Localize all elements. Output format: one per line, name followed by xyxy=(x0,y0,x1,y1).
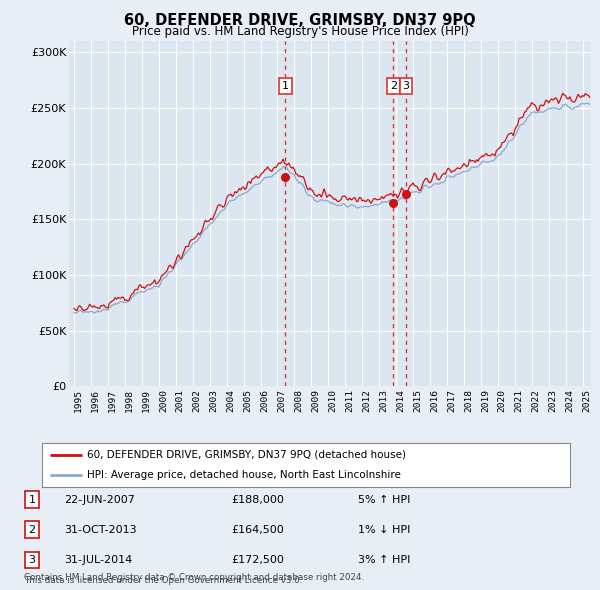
Text: 22-JUN-2007: 22-JUN-2007 xyxy=(64,494,135,504)
Text: 31-JUL-2014: 31-JUL-2014 xyxy=(64,555,132,565)
Text: 2011: 2011 xyxy=(345,389,354,412)
Text: 2000: 2000 xyxy=(159,389,168,412)
Text: 2019: 2019 xyxy=(481,389,490,412)
Text: 2025: 2025 xyxy=(583,389,592,412)
Text: 5% ↑ HPI: 5% ↑ HPI xyxy=(358,494,410,504)
Text: 2001: 2001 xyxy=(176,389,185,412)
Text: 2015: 2015 xyxy=(413,389,422,412)
Point xyxy=(388,199,398,208)
Text: 2005: 2005 xyxy=(244,389,253,412)
Text: 3% ↑ HPI: 3% ↑ HPI xyxy=(358,555,410,565)
Point xyxy=(401,189,411,199)
Text: Price paid vs. HM Land Registry's House Price Index (HPI): Price paid vs. HM Land Registry's House … xyxy=(131,25,469,38)
Text: 2007: 2007 xyxy=(277,389,286,412)
Text: 2002: 2002 xyxy=(193,389,202,412)
Text: £172,500: £172,500 xyxy=(231,555,284,565)
Text: 1% ↓ HPI: 1% ↓ HPI xyxy=(358,525,410,535)
Text: 2023: 2023 xyxy=(548,389,557,412)
Text: 1995: 1995 xyxy=(74,389,83,412)
Text: 3: 3 xyxy=(29,555,35,565)
Text: Contains HM Land Registry data © Crown copyright and database right 2024.: Contains HM Land Registry data © Crown c… xyxy=(23,573,364,582)
Text: £188,000: £188,000 xyxy=(231,494,284,504)
Text: HPI: Average price, detached house, North East Lincolnshire: HPI: Average price, detached house, Nort… xyxy=(87,470,401,480)
Text: 3: 3 xyxy=(403,81,409,91)
Text: 1997: 1997 xyxy=(108,389,117,412)
Point xyxy=(281,172,290,182)
Text: 2020: 2020 xyxy=(498,389,507,412)
Text: This data is licensed under the Open Government Licence v3.0.: This data is licensed under the Open Gov… xyxy=(23,576,302,585)
Text: 2004: 2004 xyxy=(227,389,236,412)
Text: 2024: 2024 xyxy=(566,389,575,412)
Text: 1: 1 xyxy=(29,494,35,504)
Text: 60, DEFENDER DRIVE, GRIMSBY, DN37 9PQ (detached house): 60, DEFENDER DRIVE, GRIMSBY, DN37 9PQ (d… xyxy=(87,450,406,460)
Text: 2010: 2010 xyxy=(328,389,337,412)
Text: £164,500: £164,500 xyxy=(231,525,284,535)
Text: 2013: 2013 xyxy=(379,389,388,412)
Text: 1999: 1999 xyxy=(142,389,151,412)
Text: 1996: 1996 xyxy=(91,389,100,412)
Text: 2: 2 xyxy=(29,525,36,535)
Text: 2021: 2021 xyxy=(515,389,524,412)
Text: 2012: 2012 xyxy=(362,389,371,412)
Text: 2017: 2017 xyxy=(447,389,456,412)
Text: 60, DEFENDER DRIVE, GRIMSBY, DN37 9PQ: 60, DEFENDER DRIVE, GRIMSBY, DN37 9PQ xyxy=(124,13,476,28)
Text: 2022: 2022 xyxy=(532,389,541,412)
Text: 2: 2 xyxy=(389,81,397,91)
Text: 2016: 2016 xyxy=(430,389,439,412)
Text: 1: 1 xyxy=(282,81,289,91)
Text: 2003: 2003 xyxy=(209,389,218,412)
Text: 1998: 1998 xyxy=(125,389,134,412)
Text: 31-OCT-2013: 31-OCT-2013 xyxy=(64,525,136,535)
Text: 2018: 2018 xyxy=(464,389,473,412)
Text: 2014: 2014 xyxy=(396,389,405,412)
Text: 2008: 2008 xyxy=(295,389,304,412)
Text: 2006: 2006 xyxy=(260,389,269,412)
Text: 2009: 2009 xyxy=(311,389,320,412)
